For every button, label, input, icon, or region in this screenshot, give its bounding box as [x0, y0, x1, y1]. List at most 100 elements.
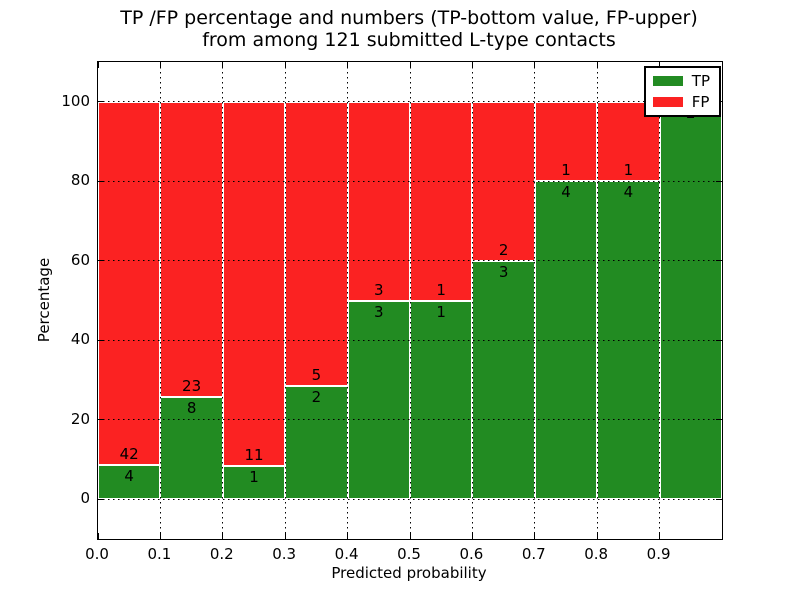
x-tick-label: 0.8 [584, 545, 609, 563]
chart-title: TP /FP percentage and numbers (TP-bottom… [97, 7, 721, 51]
bar-tp-count-label: 4 [561, 183, 571, 202]
bar-tp-count-label: 2 [311, 387, 322, 406]
bar-tp-segment [222, 466, 286, 500]
grid-line-horizontal [98, 339, 722, 341]
legend-label-tp: TP [691, 72, 710, 90]
x-tick-label: 0.4 [334, 545, 359, 563]
legend-swatch-fp [652, 97, 683, 107]
grid-line-vertical [409, 62, 411, 539]
y-tick-mark [98, 419, 104, 421]
x-tick-mark [659, 533, 661, 539]
bar-tp-segment [285, 385, 348, 500]
bar-fp-count-label: 11 [244, 446, 264, 465]
grid-line-vertical [347, 62, 349, 539]
grid-line-vertical [159, 62, 161, 539]
x-tick-mark [222, 533, 224, 539]
x-tick-mark [534, 533, 536, 539]
chart-title-line2: from among 121 submitted L-type contacts [202, 29, 616, 51]
y-tick-mark-right [716, 260, 722, 262]
x-tick-mark-top [659, 62, 661, 68]
legend: TP FP [643, 66, 721, 117]
x-tick-mark [284, 533, 286, 539]
x-tick-label: 0.6 [459, 545, 484, 563]
bar-tp-count-label: 4 [623, 183, 634, 202]
y-tick-label: 0 [80, 489, 90, 508]
bar-tp-count-label: 3 [374, 302, 384, 321]
bar-fp-segment [98, 101, 161, 465]
bar-tp-count-label: 1 [249, 468, 259, 487]
bar-tp-segment [160, 396, 223, 500]
x-tick-label: 0.0 [85, 545, 109, 563]
x-tick-mark [97, 533, 99, 539]
x-tick-mark-top [159, 62, 161, 68]
bar-fp-segment [534, 101, 598, 182]
bar-fp-segment [160, 101, 223, 397]
y-tick-mark-right [716, 180, 722, 182]
y-tick-mark [98, 101, 104, 103]
x-tick-mark-top [284, 62, 286, 68]
x-tick-label: 0.5 [397, 545, 421, 563]
y-tick-mark-right [716, 339, 722, 341]
chart-title-line1: TP /FP percentage and numbers (TP-bottom… [120, 7, 698, 29]
x-tick-mark [596, 533, 598, 539]
grid-line-horizontal [98, 101, 722, 103]
bar-fp-segment [222, 101, 286, 467]
bar-fp-count-label: 1 [623, 161, 634, 180]
bar-tp-segment [472, 260, 535, 500]
y-tick-mark [98, 498, 104, 500]
legend-item: FP [652, 93, 710, 111]
bar-fp-count-label: 1 [436, 280, 446, 299]
x-tick-mark [159, 533, 161, 539]
grid-line-vertical [284, 62, 286, 539]
x-tick-mark-top [471, 62, 473, 68]
grid-line-vertical [596, 62, 598, 539]
bar-fp-count-label: 42 [119, 444, 139, 463]
x-tick-mark [409, 533, 411, 539]
y-tick-label: 100 [61, 91, 90, 110]
x-tick-mark-top [347, 62, 349, 68]
bar-tp-count-label: 3 [498, 262, 509, 281]
bar-fp-segment [410, 101, 473, 301]
bar-fp-count-label: 1 [561, 161, 571, 180]
y-tick-label: 60 [70, 250, 90, 269]
grid-line-horizontal [98, 498, 722, 500]
bar-fp-count-label: 2 [498, 240, 509, 259]
bar-fp-count-label: 23 [182, 376, 202, 395]
bar-tp-segment [98, 464, 161, 500]
x-tick-mark [471, 533, 473, 539]
grid-line-vertical [471, 62, 473, 539]
grid-line-horizontal [98, 419, 722, 421]
y-tick-label: 80 [70, 171, 90, 190]
x-tick-mark-top [222, 62, 224, 68]
legend-swatch-tp [652, 76, 683, 86]
grid-line-vertical [659, 62, 661, 539]
grid-line-horizontal [98, 180, 722, 182]
bar-fp-count-label: 5 [311, 365, 322, 384]
bar-tp-segment [659, 101, 722, 500]
grid-line-horizontal [98, 260, 722, 262]
x-tick-mark-top [97, 62, 99, 68]
y-tick-mark [98, 260, 104, 262]
y-tick-mark [98, 339, 104, 341]
bar-tp-count-label: 8 [186, 398, 197, 417]
x-tick-label: 0.3 [272, 545, 297, 563]
y-tick-mark-right [716, 498, 722, 500]
x-tick-mark-top [596, 62, 598, 68]
x-tick-label: 0.7 [521, 545, 546, 563]
grid-line-vertical [222, 62, 224, 539]
x-tick-label: 0.1 [147, 545, 172, 563]
x-tick-mark-top [409, 62, 411, 68]
bar-tp-segment [410, 300, 473, 500]
y-tick-mark-right [716, 419, 722, 421]
legend-item: TP [652, 72, 710, 90]
y-tick-mark [98, 180, 104, 182]
x-tick-label: 0.2 [209, 545, 234, 563]
legend-label-fp: FP [691, 93, 710, 111]
bar-fp-segment [347, 101, 410, 301]
x-tick-label: 0.9 [646, 545, 671, 563]
grid-line-vertical [534, 62, 536, 539]
bar-tp-count-label: 4 [124, 466, 134, 485]
bar-tp-segment [347, 300, 410, 500]
bar-tp-count-label: 1 [436, 302, 446, 321]
